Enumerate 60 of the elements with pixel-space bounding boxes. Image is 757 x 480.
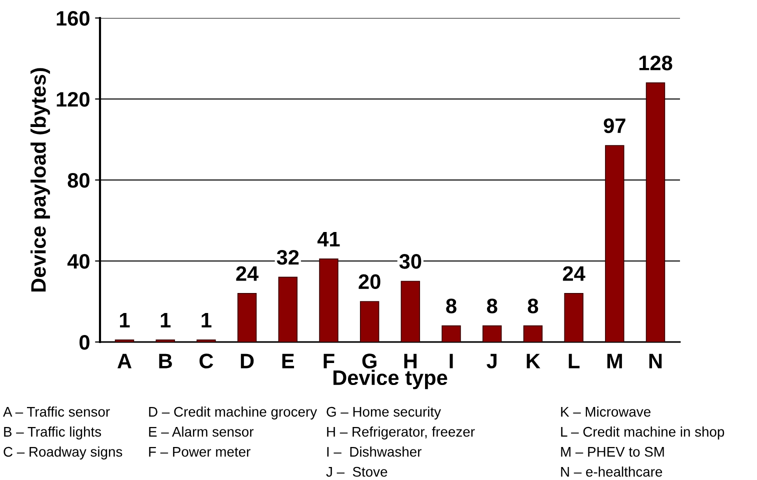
x-tick-label: I — [450, 354, 453, 368]
data-label: 8 — [446, 298, 456, 314]
data-label: 1 — [120, 312, 130, 328]
data-label: 24 — [562, 266, 586, 281]
data-label: 1 — [160, 312, 171, 328]
data-label: 8 — [486, 298, 498, 314]
data-label: 32 — [276, 250, 299, 265]
data-label: 24 — [236, 266, 259, 281]
bar — [319, 258, 338, 342]
text: I – Dishwasher — [327, 446, 422, 457]
x-tick-label: J — [486, 354, 496, 368]
bar — [360, 301, 380, 342]
text: M – PHEV to SM — [561, 446, 664, 457]
text: N – e-healthcare — [561, 466, 662, 477]
x-tick-label: E — [282, 354, 294, 368]
text: H – Refrigerator, freezer — [327, 426, 475, 440]
data-label: 97 — [604, 118, 626, 134]
y-tick-label: 0 — [80, 335, 90, 350]
x-tick-label: H — [404, 354, 417, 368]
data-label: 30 — [399, 254, 422, 269]
bar — [482, 325, 502, 342]
data-label: 8 — [528, 298, 538, 314]
text: C – Roadway signs — [4, 446, 122, 460]
x-tick-label: G — [362, 354, 376, 368]
bar — [564, 292, 584, 342]
bar — [646, 82, 666, 342]
data-label: 41 — [317, 232, 340, 246]
data-label: 128 — [639, 56, 672, 70]
bar — [278, 276, 298, 342]
x-tick-label: L — [568, 354, 580, 368]
x-tick-label: K — [526, 354, 540, 368]
x-tick-label: D — [240, 354, 254, 368]
text: K – Microwave — [561, 406, 650, 417]
x-tick-label: C — [200, 354, 214, 368]
y-tick-label: 80 — [68, 173, 90, 188]
text: G – Home security — [326, 406, 441, 420]
x-tick-label: B — [159, 354, 172, 368]
text: B – Traffic lights — [4, 426, 102, 440]
text: E – Alarm sensor — [149, 426, 254, 437]
bar — [442, 325, 461, 342]
text: L – Credit machine in shop — [561, 426, 724, 440]
x-tick-label: F — [324, 354, 334, 368]
x-axis-title: Device type — [333, 370, 448, 390]
y-tick-label: 160 — [56, 11, 90, 26]
text: F – Power meter — [149, 447, 250, 457]
bar — [523, 325, 543, 342]
text: D – Credit machine grocery — [149, 406, 318, 420]
y-tick-label: 120 — [56, 92, 90, 107]
data-label: 20 — [358, 274, 380, 290]
bar — [400, 280, 420, 342]
bar — [605, 145, 624, 342]
bar — [237, 292, 257, 342]
y-tick-label: 40 — [67, 254, 90, 269]
data-label: 1 — [202, 312, 212, 328]
x-tick-label: A — [118, 354, 132, 368]
text: J – Stove — [326, 466, 388, 477]
x-tick-label: M — [607, 354, 622, 368]
x-tick-label: N — [649, 354, 662, 368]
text: A – Traffic sensor — [3, 406, 110, 417]
y-axis-title: Device payload (bytes) — [30, 68, 50, 292]
